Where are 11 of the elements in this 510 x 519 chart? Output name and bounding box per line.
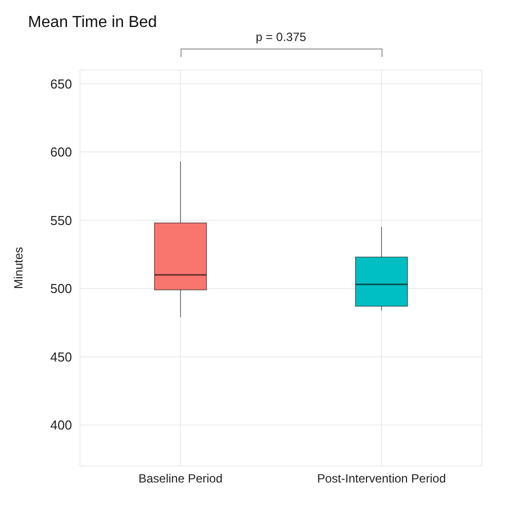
y-tick-label: 550 (50, 212, 72, 228)
y-tick-label: 600 (50, 144, 72, 160)
chart-title: Mean Time in Bed (28, 14, 157, 32)
y-tick-label: 650 (50, 76, 72, 92)
text: p = 0.375 (254, 30, 308, 44)
x-tick-label: Post-Intervention Period (317, 472, 446, 486)
y-tick-label: 500 (50, 281, 72, 296)
y-tick-label: 400 (50, 418, 72, 433)
x-tick-label: Baseline Period (138, 472, 223, 486)
y-axis-title: Minutes (11, 246, 26, 290)
y-tick-label: 450 (50, 349, 72, 364)
